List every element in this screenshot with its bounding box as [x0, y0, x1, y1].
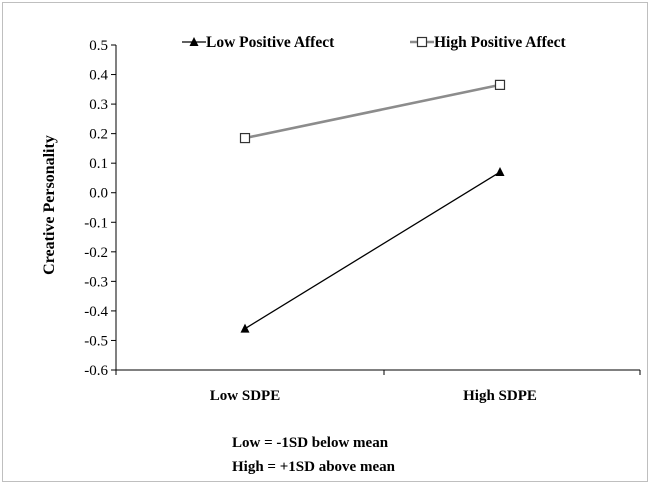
y-tick-label: 0.1 — [89, 156, 108, 172]
y-axis-label: Creative Personality — [41, 135, 58, 275]
footnote-low: Low = -1SD below mean — [232, 435, 389, 451]
legend: Low Positive Affect High Positive Affect — [182, 34, 567, 51]
x-category-labels: Low SDPE High SDPE — [210, 388, 537, 404]
chart-frame — [2, 2, 648, 482]
y-tick-label: 0.2 — [89, 127, 108, 143]
y-tick-label: 0.3 — [89, 97, 108, 113]
y-tick-label: -0.6 — [84, 363, 108, 379]
y-tick-label: -0.2 — [84, 245, 108, 261]
footnote-high: High = +1SD above mean — [232, 459, 396, 475]
series-line — [244, 83, 501, 140]
series-high-positive-affect — [239, 79, 506, 144]
y-tick-label: -0.1 — [84, 215, 108, 231]
y-tick-label: 0.5 — [89, 38, 108, 54]
data-point — [495, 167, 505, 177]
legend-label: Low Positive Affect — [206, 34, 335, 51]
data-point — [239, 132, 251, 144]
y-tick-label: -0.5 — [84, 333, 108, 349]
series-line — [244, 171, 501, 330]
data-point — [240, 323, 250, 333]
legend-item: Low Positive Affect — [182, 34, 335, 51]
x-category-label: High SDPE — [463, 388, 537, 404]
series-low-positive-affect — [240, 167, 505, 333]
axes — [111, 44, 641, 375]
legend-label: High Positive Affect — [434, 34, 567, 51]
y-tick-label: -0.4 — [84, 304, 108, 320]
y-tick-label: -0.3 — [84, 274, 108, 290]
legend-item: High Positive Affect — [410, 34, 567, 51]
legend-swatch-marker — [189, 37, 199, 46]
y-tick-label: 0.4 — [89, 68, 108, 84]
data-point — [494, 79, 506, 90]
y-tick-label: 0.0 — [89, 186, 108, 202]
legend-swatch-marker — [416, 36, 428, 48]
y-tick-labels: 0.5 0.4 0.3 0.2 0.1 0.0 -0.1 -0.2 -0.3 -0.4 -0.5 -0… — [84, 38, 108, 379]
x-category-label: Low SDPE — [210, 388, 280, 404]
series-layer — [239, 79, 506, 333]
